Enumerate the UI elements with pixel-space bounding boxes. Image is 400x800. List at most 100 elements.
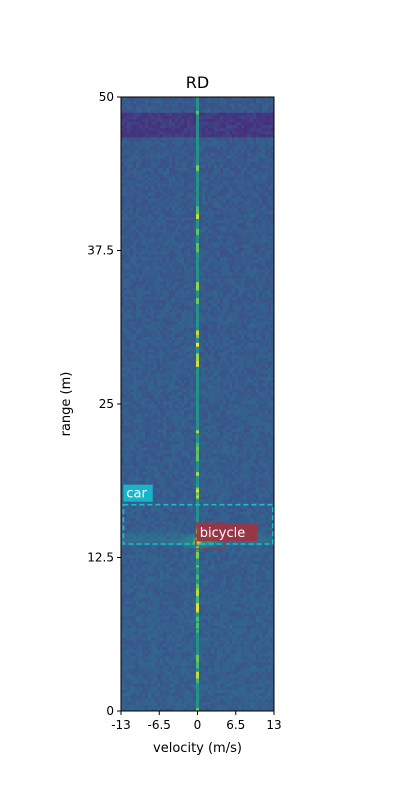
heatmap-cell — [244, 661, 248, 666]
heatmap-cell — [223, 548, 227, 552]
heatmap-cell — [175, 557, 179, 561]
heatmap-cell — [151, 456, 155, 460]
heatmap-cell — [214, 428, 218, 433]
heatmap-cell — [241, 698, 245, 703]
heatmap-cell — [163, 603, 167, 608]
heatmap-cell — [244, 511, 248, 515]
heatmap-cell — [253, 566, 257, 571]
heatmap-cell — [247, 422, 251, 426]
heatmap-cell — [253, 446, 257, 451]
heatmap-cell — [220, 434, 224, 439]
heatmap-cell — [244, 625, 248, 629]
heatmap-cell — [205, 643, 209, 647]
heatmap-cell — [244, 588, 248, 592]
heatmap-cell — [190, 508, 194, 512]
heatmap-cell — [175, 459, 179, 463]
heatmap-cell — [154, 707, 158, 711]
heatmap-cell — [163, 443, 167, 448]
heatmap-cell — [169, 674, 173, 678]
heatmap-cell — [127, 652, 131, 657]
heatmap-cell — [169, 474, 173, 479]
heatmap-cell — [223, 695, 227, 700]
heatmap-cell — [211, 480, 215, 485]
heatmap-cell — [217, 477, 221, 482]
heatmap-cell — [121, 496, 125, 500]
heatmap-cell — [172, 483, 176, 488]
heatmap-cell — [187, 652, 191, 657]
heatmap-cell — [214, 664, 218, 669]
heatmap-cell — [163, 661, 167, 666]
heatmap-cell — [190, 621, 194, 626]
heatmap-cell — [154, 486, 158, 491]
heatmap-cell — [148, 704, 152, 709]
heatmap-cell — [229, 520, 233, 525]
heatmap-cell — [130, 529, 134, 534]
heatmap-cell — [247, 674, 251, 678]
heatmap-cell — [265, 646, 269, 650]
heatmap-cell — [157, 453, 161, 457]
heatmap-cell — [226, 585, 230, 589]
heatmap-cell — [154, 618, 158, 623]
heatmap-cell — [136, 462, 140, 466]
heatmap-cell — [205, 634, 209, 638]
heatmap-cell — [259, 707, 263, 711]
heatmap-cell — [187, 643, 191, 647]
heatmap-cell — [136, 597, 140, 601]
heatmap-cell — [160, 683, 164, 687]
heatmap-cell — [217, 631, 221, 635]
heatmap-cell — [253, 637, 257, 641]
heatmap-cell — [247, 554, 251, 558]
heatmap-cell — [163, 545, 167, 549]
heatmap-cell — [124, 511, 128, 515]
heatmap-cell — [160, 493, 164, 497]
heatmap-cell — [229, 588, 233, 592]
heatmap-cell — [121, 474, 125, 479]
heatmap-cell — [121, 465, 125, 469]
heatmap-cell — [259, 615, 263, 620]
heatmap-cell — [148, 646, 152, 650]
heatmap-cell — [178, 634, 182, 638]
heatmap-cell — [238, 625, 242, 629]
heatmap-cell — [235, 701, 239, 706]
heatmap-cell — [220, 508, 224, 512]
heatmap-cell — [172, 413, 176, 417]
heatmap-cell — [244, 560, 248, 565]
heatmap-cell — [193, 625, 197, 629]
heatmap-cell — [220, 425, 224, 429]
heatmap-cell — [265, 446, 269, 451]
heatmap-cell — [232, 434, 236, 439]
heatmap-cell — [229, 603, 233, 608]
heatmap-cell — [262, 600, 266, 604]
heatmap-cell — [208, 416, 212, 420]
heatmap-cell — [169, 671, 173, 675]
heatmap-cell — [235, 609, 239, 614]
heatmap-cell — [190, 483, 194, 488]
heatmap-cell — [232, 480, 236, 485]
heatmap-cell — [139, 631, 143, 635]
heatmap-cell — [208, 585, 212, 589]
heatmap-cell — [223, 658, 227, 663]
heatmap-cell — [160, 618, 164, 623]
heatmap-cell — [157, 496, 161, 500]
heatmap-cell — [235, 474, 239, 479]
heatmap-cell — [202, 658, 206, 663]
heatmap-cell — [154, 450, 158, 454]
heatmap-cell — [256, 588, 260, 592]
heatmap-cell — [163, 517, 167, 522]
heatmap-cell — [256, 477, 260, 482]
heatmap-cell — [124, 594, 128, 598]
heatmap-cell — [235, 615, 239, 620]
heatmap-cell — [160, 422, 164, 426]
heatmap-cell — [187, 520, 191, 525]
heatmap-cell — [238, 422, 242, 426]
heatmap-cell — [142, 508, 146, 512]
heatmap-cell — [166, 551, 170, 555]
heatmap-cell — [175, 425, 179, 429]
heatmap-cell — [235, 437, 239, 442]
heatmap-cell — [208, 434, 212, 439]
heatmap-cell — [253, 499, 257, 503]
heatmap-cell — [268, 480, 272, 485]
heatmap-cell — [190, 637, 194, 641]
heatmap-cell — [265, 664, 269, 669]
heatmap-cell — [157, 517, 161, 522]
